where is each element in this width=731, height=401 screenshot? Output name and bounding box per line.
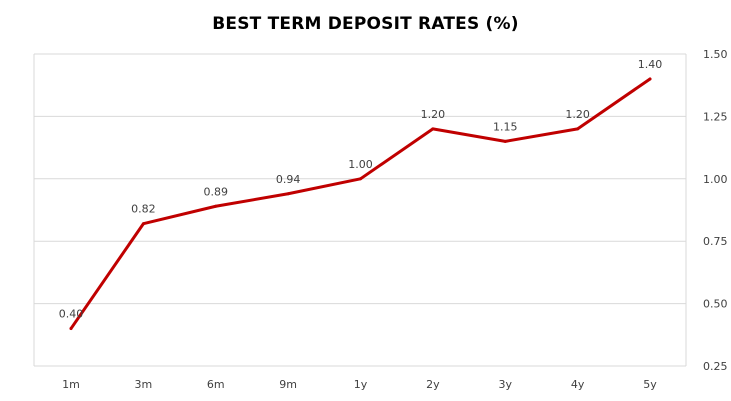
- data-point: [69, 327, 73, 331]
- data-point: [576, 127, 580, 131]
- data-point: [359, 177, 362, 181]
- data-point: [141, 222, 145, 226]
- x-tick-label: 1m: [62, 378, 80, 391]
- data-label: 1.40: [638, 58, 663, 71]
- data-label: 1.20: [565, 108, 590, 121]
- data-label: 1.15: [493, 120, 518, 133]
- data-label: 0.40: [59, 308, 84, 321]
- data-label: 0.82: [131, 203, 156, 216]
- data-labels: 0.40 0.82 0.89 0.94 1.00 1.20 1.15 1.20 1.40: [59, 58, 663, 321]
- x-tick-label: 3m: [135, 378, 153, 391]
- data-point: [214, 204, 218, 208]
- x-tick-label: 4y: [571, 378, 585, 391]
- x-axis-ticks: 1m 3m 6m 9m 1y 2y 3y 4y 5y: [62, 378, 657, 391]
- y-tick-label: 1.25: [703, 110, 728, 123]
- data-point: [286, 192, 290, 196]
- x-tick-label: 9m: [279, 378, 297, 391]
- y-axis-ticks: 0.25 0.50 0.75 1.00 1.25 1.50: [703, 48, 728, 373]
- y-tick-label: 1.50: [703, 48, 728, 61]
- data-point: [648, 77, 652, 81]
- y-tick-label: 1.00: [703, 173, 728, 186]
- data-label: 1.00: [348, 158, 373, 171]
- chart-title: BEST TERM DEPOSIT RATES (%): [212, 14, 519, 34]
- x-tick-label: 5y: [643, 378, 657, 391]
- x-tick-label: 1y: [354, 378, 368, 391]
- series-layer: [69, 77, 652, 331]
- y-tick-label: 0.25: [703, 360, 728, 373]
- data-label: 0.94: [276, 173, 301, 186]
- data-label: 1.20: [421, 108, 446, 121]
- data-point: [431, 127, 435, 131]
- x-tick-label: 6m: [207, 378, 225, 391]
- x-tick-label: 2y: [426, 378, 440, 391]
- y-tick-label: 0.50: [703, 298, 728, 311]
- y-tick-label: 0.75: [703, 235, 728, 248]
- data-point: [503, 139, 507, 143]
- data-label: 0.89: [204, 185, 229, 198]
- x-tick-label: 3y: [498, 378, 512, 391]
